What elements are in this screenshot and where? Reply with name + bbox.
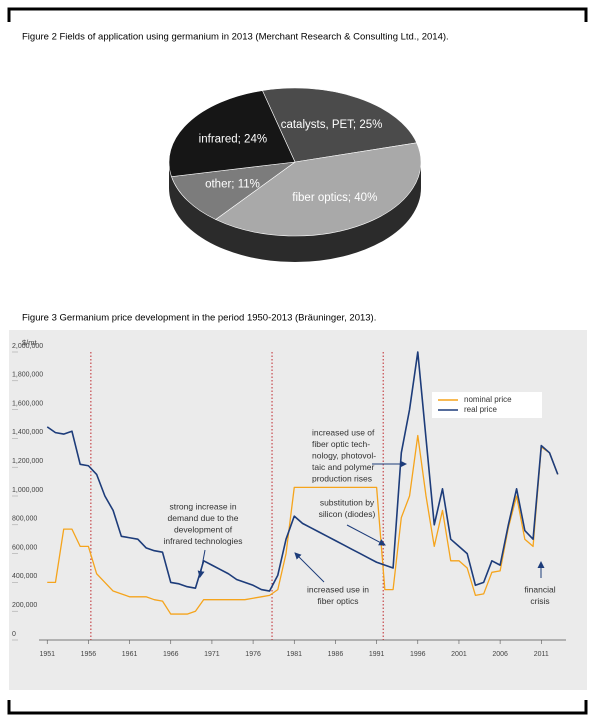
x-tick-label: 2001 — [451, 651, 467, 658]
figure-caption: Figure 2 Fields of application using ger… — [22, 32, 449, 43]
pie-slice — [168, 90, 296, 177]
x-tick-label: 1991 — [369, 651, 385, 658]
x-tick-label: 2006 — [492, 651, 508, 658]
y-tick-label: 1,600,000 — [12, 400, 43, 407]
annotation: production rises — [312, 473, 372, 483]
x-tick-label: 1956 — [81, 651, 97, 658]
annotation-arrow — [346, 524, 386, 546]
slice-label: fiber optics; 40% — [292, 192, 377, 204]
y-tick-label: 200,000 — [12, 602, 37, 609]
y-tick-label: 800,000 — [12, 516, 37, 523]
legend-label: nominal price — [464, 395, 512, 404]
y-tick-label: 1,200,000 — [12, 458, 43, 465]
y-tick-label: 600,000 — [12, 544, 37, 551]
annotation: nology, photovol- — [312, 450, 376, 460]
slice-label: catalysts, PET; 25% — [281, 119, 383, 131]
slice-label: infrared; 24% — [199, 133, 267, 145]
chart-background — [9, 330, 587, 690]
legend-label: real price — [464, 405, 497, 414]
pie-slice — [261, 87, 418, 163]
annotation: fiber optic tech- — [312, 439, 370, 449]
x-tick-label: 1981 — [286, 651, 302, 658]
y-tick-label: 0 — [12, 631, 16, 638]
annotation: increased use of — [312, 427, 375, 437]
annotation: substitution by — [320, 497, 375, 507]
annotation: silicon (diodes) — [319, 509, 376, 519]
x-tick-label: 1951 — [39, 651, 55, 658]
x-tick-label: 1986 — [328, 651, 344, 658]
figure-caption: Figure 3 Germanium price development in … — [22, 313, 376, 324]
annotation: demand due to the — [168, 513, 239, 523]
annotation: increased use in — [307, 584, 369, 594]
x-tick-label: 1996 — [410, 651, 426, 658]
y-tick-label: 1,000,000 — [12, 487, 43, 494]
y-tick-label: 2,000,000 — [12, 343, 43, 350]
y-tick-label: 1,400,000 — [12, 429, 43, 436]
annotation-arrow — [197, 549, 206, 578]
pie-slice — [171, 161, 297, 220]
annotation: financial — [524, 584, 555, 594]
x-tick-label: 1961 — [122, 651, 138, 658]
legend-box — [432, 392, 542, 418]
x-tick-label: 2011 — [534, 651, 549, 658]
price-line — [47, 434, 559, 615]
x-tick-label: 1976 — [245, 651, 261, 658]
annotation-arrow — [294, 552, 325, 583]
bottom-rule — [7, 700, 588, 715]
y-tick-label: 1,800,000 — [12, 372, 43, 379]
y-tick-label: 400,000 — [12, 573, 37, 580]
slice-label: other; 11% — [205, 178, 260, 190]
annotation: strong increase in — [169, 501, 236, 511]
top-rule — [7, 7, 588, 22]
pie-slice — [215, 142, 422, 237]
annotation: fiber optics — [317, 596, 358, 606]
x-tick-label: 1966 — [163, 651, 179, 658]
x-tick-label: 1971 — [204, 651, 220, 658]
annotation: crisis — [530, 596, 549, 606]
y-axis-label: $/mt — [22, 338, 38, 347]
annotation: development of — [174, 524, 233, 534]
price-line — [46, 351, 559, 592]
annotation: infrared technologies — [164, 536, 243, 546]
annotation: taic and polymer — [312, 462, 375, 472]
